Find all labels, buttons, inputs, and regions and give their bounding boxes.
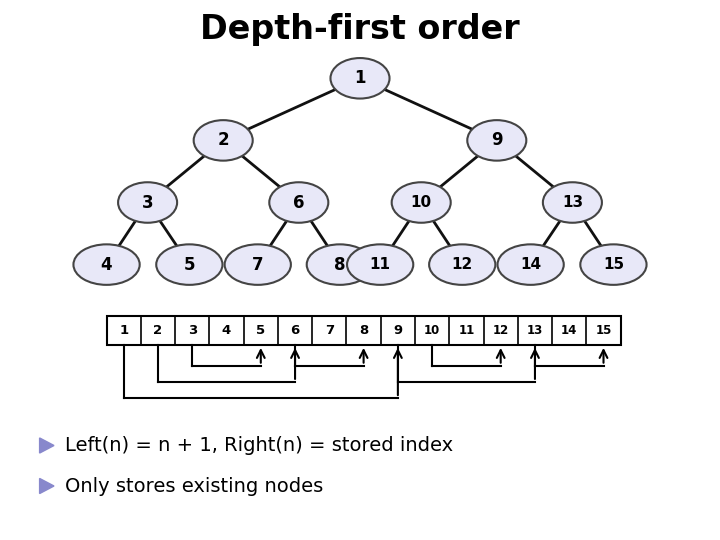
Ellipse shape xyxy=(429,244,495,285)
Text: 9: 9 xyxy=(491,131,503,150)
Text: 15: 15 xyxy=(603,257,624,272)
Text: 11: 11 xyxy=(369,257,391,272)
Text: 2: 2 xyxy=(153,324,163,337)
Polygon shape xyxy=(40,438,54,453)
Ellipse shape xyxy=(194,120,253,160)
Ellipse shape xyxy=(330,58,390,98)
Text: 7: 7 xyxy=(252,255,264,274)
Ellipse shape xyxy=(392,183,451,222)
Text: 14: 14 xyxy=(520,257,541,272)
Polygon shape xyxy=(40,478,54,494)
Text: Left(n) = n + 1, Right(n) = stored index: Left(n) = n + 1, Right(n) = stored index xyxy=(65,436,453,455)
Text: Depth-first order: Depth-first order xyxy=(200,14,520,46)
Text: 14: 14 xyxy=(561,324,577,337)
Text: 5: 5 xyxy=(256,324,266,337)
Ellipse shape xyxy=(307,244,373,285)
Text: 11: 11 xyxy=(459,324,474,337)
Text: 1: 1 xyxy=(119,324,128,337)
Text: 4: 4 xyxy=(222,324,231,337)
Ellipse shape xyxy=(347,244,413,285)
Text: 3: 3 xyxy=(188,324,197,337)
Ellipse shape xyxy=(269,183,328,222)
Ellipse shape xyxy=(225,244,291,285)
Text: 8: 8 xyxy=(334,255,346,274)
Text: 12: 12 xyxy=(492,324,509,337)
Text: 6: 6 xyxy=(293,193,305,212)
Ellipse shape xyxy=(156,244,222,285)
Text: 13: 13 xyxy=(527,324,543,337)
Text: 13: 13 xyxy=(562,195,583,210)
Text: 5: 5 xyxy=(184,255,195,274)
Text: 9: 9 xyxy=(393,324,402,337)
Text: 4: 4 xyxy=(101,255,112,274)
Text: 10: 10 xyxy=(410,195,432,210)
Text: 7: 7 xyxy=(325,324,334,337)
Text: 8: 8 xyxy=(359,324,368,337)
Text: 2: 2 xyxy=(217,131,229,150)
Ellipse shape xyxy=(580,244,647,285)
Text: 10: 10 xyxy=(424,324,440,337)
Ellipse shape xyxy=(73,244,140,285)
Text: 15: 15 xyxy=(595,324,612,337)
Ellipse shape xyxy=(118,183,177,222)
Text: 3: 3 xyxy=(142,193,153,212)
Ellipse shape xyxy=(543,183,602,222)
Text: Only stores existing nodes: Only stores existing nodes xyxy=(65,476,323,496)
Text: 6: 6 xyxy=(290,324,300,337)
Text: 1: 1 xyxy=(354,69,366,87)
Text: 12: 12 xyxy=(451,257,473,272)
Ellipse shape xyxy=(498,244,564,285)
Ellipse shape xyxy=(467,120,526,160)
Bar xyxy=(107,316,621,345)
